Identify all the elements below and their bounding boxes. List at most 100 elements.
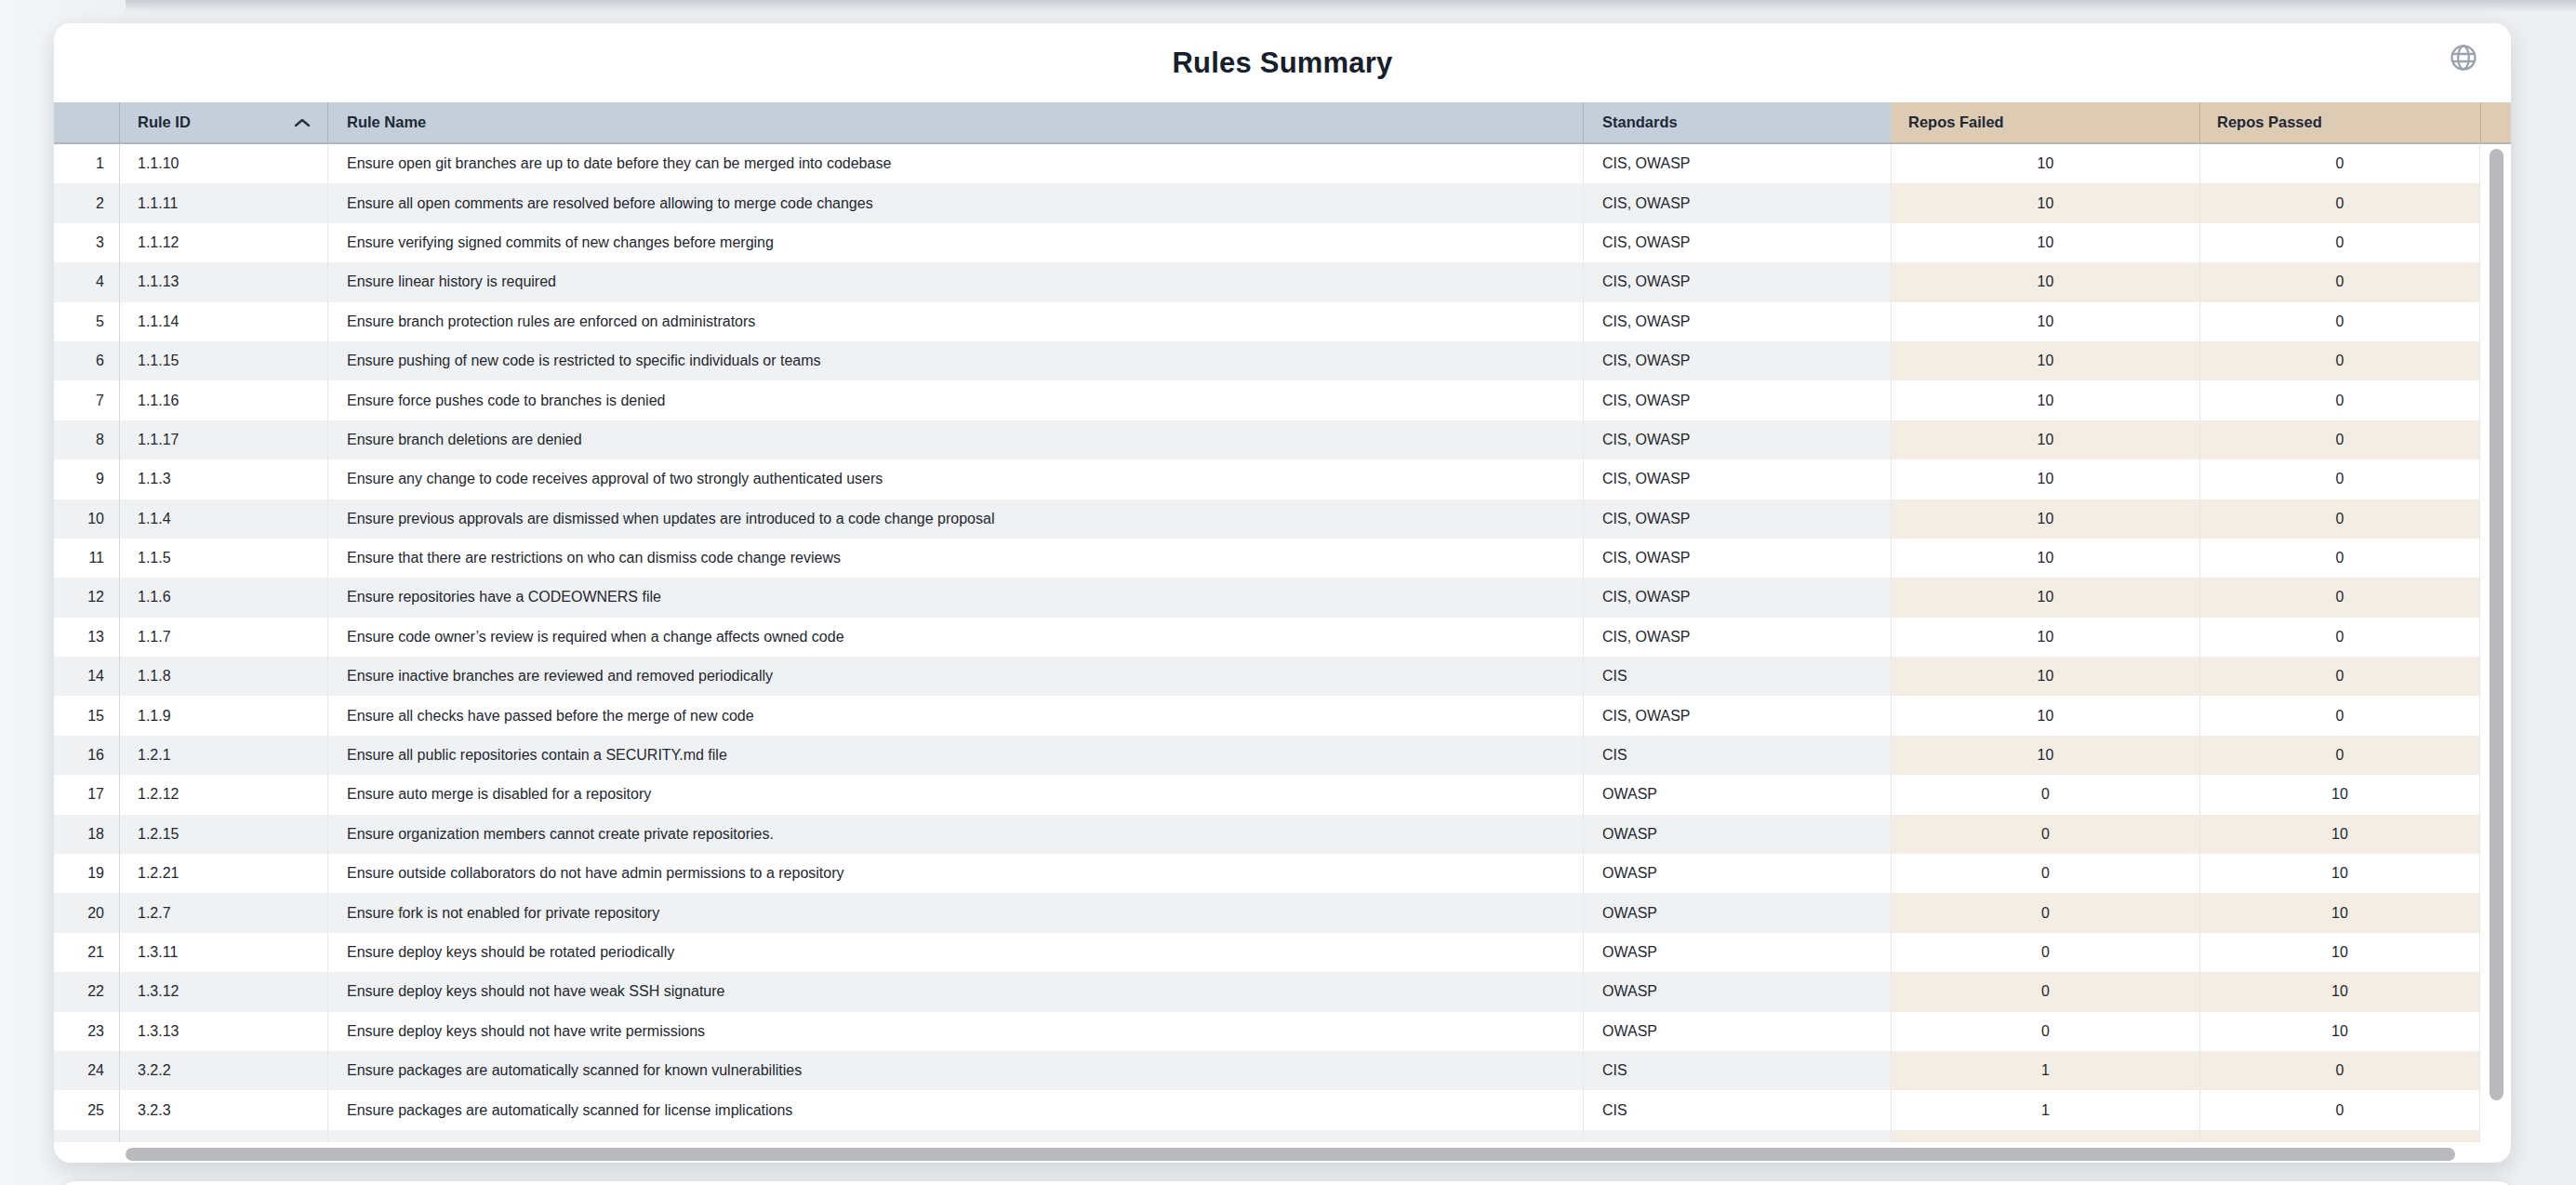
table-row[interactable]: 13 1.1.7 Ensure code owner’s review is r… <box>54 618 2511 657</box>
table-row[interactable]: 18 1.2.15 Ensure organization members ca… <box>54 815 2511 854</box>
cell-standards: CIS, OWASP <box>1583 499 1891 539</box>
cell-standards: CIS, OWASP <box>1583 539 1891 578</box>
table-row[interactable]: 1 1.1.10 Ensure open git branches are up… <box>54 144 2511 183</box>
cell-scrollbar-gutter <box>2480 1130 2511 1142</box>
table-row[interactable]: 5 1.1.14 Ensure branch protection rules … <box>54 302 2511 341</box>
table-row[interactable]: 25 3.2.3 Ensure packages are automatical… <box>54 1090 2511 1129</box>
cell-repos-failed: 0 <box>1891 1012 2199 1051</box>
cell-standards: OWASP <box>1583 815 1891 854</box>
table-row[interactable]: 15 1.1.9 Ensure all checks have passed b… <box>54 696 2511 735</box>
table-row[interactable]: 17 1.2.12 Ensure auto merge is disabled … <box>54 775 2511 814</box>
column-header-standards[interactable]: Standards <box>1583 102 1891 142</box>
table-row-partial[interactable] <box>54 1130 2511 1142</box>
cell-rule-id: 1.1.11 <box>119 183 327 222</box>
table-row[interactable]: 3 1.1.12 Ensure verifying signed commits… <box>54 223 2511 262</box>
table-row[interactable]: 19 1.2.21 Ensure outside collaborators d… <box>54 854 2511 893</box>
cell-repos-passed: 10 <box>2199 1012 2480 1051</box>
cell-standards: CIS, OWASP <box>1583 578 1891 617</box>
cell-row-number: 10 <box>54 499 119 539</box>
table-row[interactable]: 20 1.2.7 Ensure fork is not enabled for … <box>54 893 2511 932</box>
table-row[interactable]: 10 1.1.4 Ensure previous approvals are d… <box>54 499 2511 539</box>
cell-rule-name: Ensure repositories have a CODEOWNERS fi… <box>327 578 1583 617</box>
cell-repos-failed: 1 <box>1891 1090 2199 1129</box>
table-row[interactable]: 7 1.1.16 Ensure force pushes code to bra… <box>54 380 2511 419</box>
cell-rule-name: Ensure deploy keys should not have weak … <box>327 972 1583 1011</box>
cell-repos-passed: 0 <box>2199 1090 2480 1129</box>
cell-row-number: 13 <box>54 618 119 657</box>
cell-rule-name: Ensure fork is not enabled for private r… <box>327 893 1583 932</box>
cell-row-number: 3 <box>54 223 119 262</box>
table-row[interactable]: 6 1.1.15 Ensure pushing of new code is r… <box>54 341 2511 380</box>
table-row[interactable]: 14 1.1.8 Ensure inactive branches are re… <box>54 657 2511 696</box>
globe-icon[interactable] <box>2450 44 2477 72</box>
column-header-repos-failed[interactable]: Repos Failed <box>1891 102 2199 142</box>
cell-repos-passed: 0 <box>2199 578 2480 617</box>
cell-standards: OWASP <box>1583 1012 1891 1051</box>
cell-standards: OWASP <box>1583 933 1891 972</box>
table-row[interactable]: 11 1.1.5 Ensure that there are restricti… <box>54 539 2511 578</box>
cell-rule-name: Ensure deploy keys should be rotated per… <box>327 933 1583 972</box>
cell-rule-id: 1.2.21 <box>119 854 327 893</box>
card-header: Rules Summary <box>54 23 2511 102</box>
cell-rule-id: 1.1.12 <box>119 223 327 262</box>
cell-rule-name <box>327 1130 1583 1142</box>
vertical-scrollbar-thumb[interactable] <box>2490 149 2503 1100</box>
cell-rule-name: Ensure packages are automatically scanne… <box>327 1090 1583 1129</box>
cell-repos-failed: 10 <box>1891 459 2199 499</box>
table-row[interactable]: 4 1.1.13 Ensure linear history is requir… <box>54 262 2511 301</box>
top-card-shadow <box>126 0 2576 12</box>
cell-repos-failed: 10 <box>1891 618 2199 657</box>
cell-standards: CIS, OWASP <box>1583 183 1891 222</box>
table-row[interactable]: 21 1.3.11 Ensure deploy keys should be r… <box>54 933 2511 972</box>
cell-repos-failed: 0 <box>1891 893 2199 932</box>
table-row[interactable]: 12 1.1.6 Ensure repositories have a CODE… <box>54 578 2511 617</box>
cell-row-number: 5 <box>54 302 119 341</box>
table-row[interactable]: 16 1.2.1 Ensure all public repositories … <box>54 736 2511 775</box>
cell-repos-passed: 10 <box>2199 893 2480 932</box>
cell-standards: CIS <box>1583 1051 1891 1090</box>
column-header-repos-passed-label: Repos Passed <box>2217 113 2322 131</box>
cell-standards: OWASP <box>1583 854 1891 893</box>
table-row[interactable]: 24 3.2.2 Ensure packages are automatical… <box>54 1051 2511 1090</box>
cell-rule-id: 3.2.2 <box>119 1051 327 1090</box>
cell-repos-failed: 0 <box>1891 815 2199 854</box>
cell-repos-failed: 10 <box>1891 736 2199 775</box>
cell-repos-failed: 10 <box>1891 539 2199 578</box>
cell-repos-passed: 0 <box>2199 618 2480 657</box>
cell-rule-id: 1.1.10 <box>119 144 327 183</box>
column-header-rule-name[interactable]: Rule Name <box>327 102 1583 142</box>
cell-rule-name: Ensure previous approvals are dismissed … <box>327 499 1583 539</box>
table-row[interactable]: 22 1.3.12 Ensure deploy keys should not … <box>54 972 2511 1011</box>
cell-rule-name: Ensure all open comments are resolved be… <box>327 183 1583 222</box>
cell-row-number: 14 <box>54 657 119 696</box>
cell-repos-failed: 0 <box>1891 972 2199 1011</box>
cell-repos-failed: 10 <box>1891 144 2199 183</box>
cell-rule-name: Ensure all public repositories contain a… <box>327 736 1583 775</box>
cell-repos-failed: 10 <box>1891 657 2199 696</box>
cell-repos-passed <box>2199 1130 2480 1142</box>
column-header-repos-passed[interactable]: Repos Passed <box>2199 102 2480 142</box>
cell-standards: CIS <box>1583 736 1891 775</box>
cell-repos-passed: 10 <box>2199 972 2480 1011</box>
cell-rule-id: 1.1.3 <box>119 459 327 499</box>
cell-rule-name: Ensure branch protection rules are enfor… <box>327 302 1583 341</box>
table-row[interactable]: 8 1.1.17 Ensure branch deletions are den… <box>54 420 2511 459</box>
table-row[interactable]: 2 1.1.11 Ensure all open comments are re… <box>54 183 2511 222</box>
column-header-rule-id-label: Rule ID <box>138 113 191 131</box>
cell-rule-id: 1.1.14 <box>119 302 327 341</box>
cell-rule-id: 1.1.16 <box>119 380 327 419</box>
cell-rule-id: 1.1.5 <box>119 539 327 578</box>
cell-rule-id <box>119 1130 327 1142</box>
cell-repos-failed: 10 <box>1891 380 2199 419</box>
column-header-rule-id[interactable]: Rule ID <box>119 102 327 142</box>
table-row[interactable]: 23 1.3.13 Ensure deploy keys should not … <box>54 1012 2511 1051</box>
cell-repos-failed: 10 <box>1891 183 2199 222</box>
cell-rule-name: Ensure code owner’s review is required w… <box>327 618 1583 657</box>
cell-rule-name: Ensure packages are automatically scanne… <box>327 1051 1583 1090</box>
horizontal-scrollbar-thumb[interactable] <box>126 1148 2455 1161</box>
cell-rule-id: 3.2.3 <box>119 1090 327 1129</box>
cell-rule-name: Ensure organization members cannot creat… <box>327 815 1583 854</box>
table-row[interactable]: 9 1.1.3 Ensure any change to code receiv… <box>54 459 2511 499</box>
cell-standards: CIS <box>1583 657 1891 696</box>
cell-rule-id: 1.2.7 <box>119 893 327 932</box>
